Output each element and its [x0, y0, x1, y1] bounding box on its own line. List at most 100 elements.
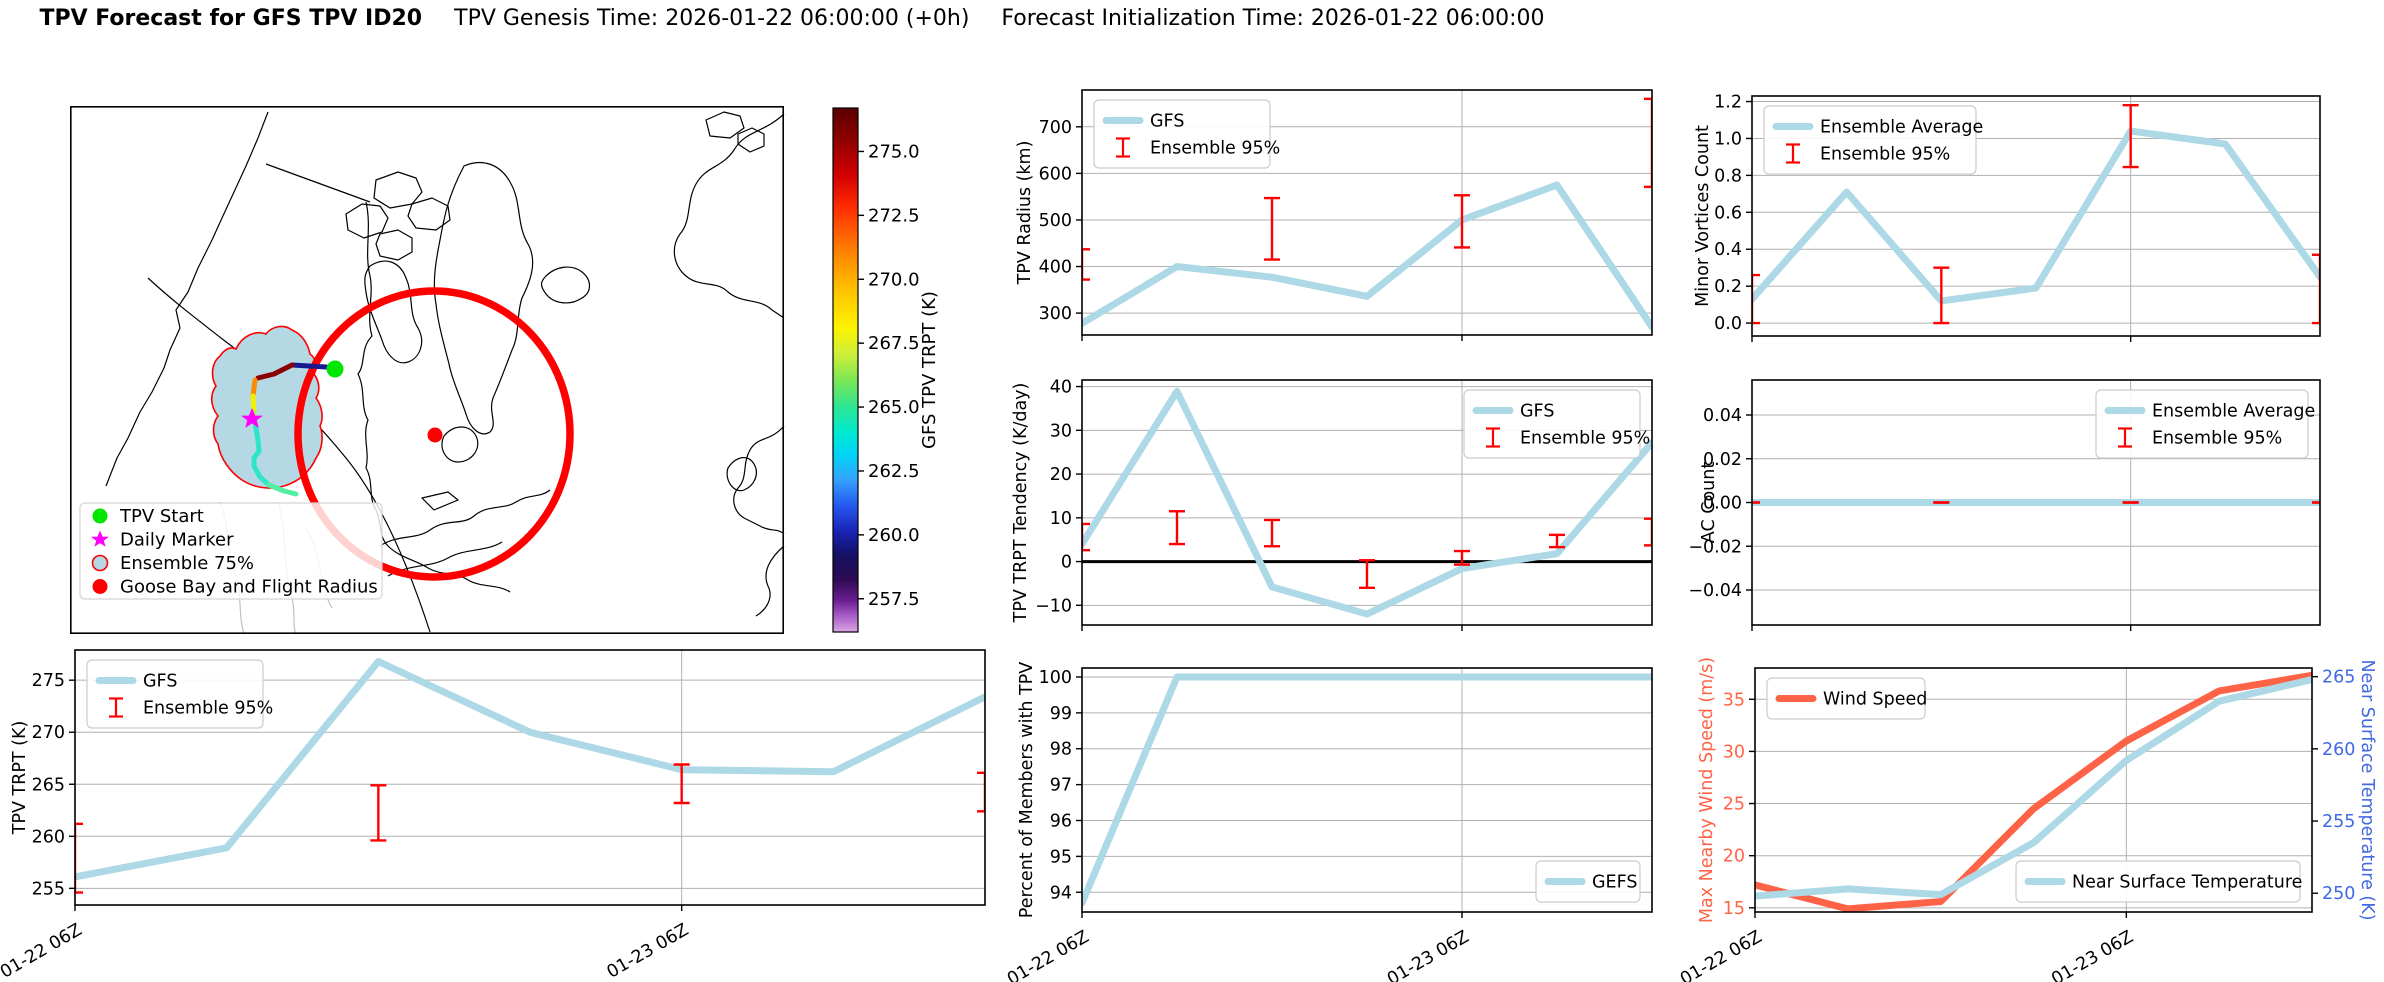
y-tick-label: 255 — [32, 879, 65, 899]
legend: Wind Speed — [1766, 677, 1927, 720]
y-tick-label: 97 — [1050, 776, 1072, 796]
y-tick-label: 700 — [1039, 118, 1072, 138]
map-legend-label: Goose Bay and Flight Radius — [120, 577, 378, 598]
errorbar — [1454, 194, 1470, 249]
y-tick-label: 0.0 — [1714, 314, 1742, 334]
errorbar — [75, 822, 83, 894]
legend-item-label: Ensemble 95% — [1520, 429, 1650, 449]
x-tick-label: 01-22 06Z — [1004, 927, 1093, 982]
map-legend-label: Ensemble 75% — [120, 553, 254, 574]
y-tick-label: 0.8 — [1714, 166, 1742, 186]
y-tick-label: 260 — [32, 827, 65, 847]
errorbar — [370, 784, 387, 842]
map-legend-label: TPV Start — [119, 506, 204, 527]
legend: Ensemble Average Ensemble 95% — [2095, 389, 2315, 459]
y-tick-label: −0.04 — [1688, 581, 1742, 601]
y-axis-label: Percent of Members with TPV — [1017, 662, 1037, 918]
legend-item-label: GFS — [1150, 112, 1184, 132]
errorbar — [1752, 273, 1760, 325]
y-tick-label: 100 — [1039, 668, 1072, 688]
y-tick-label: 20 — [1723, 847, 1745, 867]
y-tick-label: 96 — [1050, 812, 1072, 832]
legend-item-label: GFS — [1520, 402, 1554, 422]
legend: Near Surface Temperature — [2015, 860, 2302, 903]
right-y-axis-label: Near Surface Temperature (K) — [2357, 659, 2377, 920]
y-tick-label: 500 — [1039, 211, 1072, 231]
plot-frame — [1754, 667, 2313, 913]
y-tick-label: 95 — [1050, 847, 1072, 867]
right-y-tick-label: 265 — [2322, 668, 2355, 688]
colorbar-tick-label: 267.5 — [868, 333, 920, 354]
plot-frame — [1751, 95, 2321, 337]
series-ensemble-average — [1752, 127, 2320, 305]
y-tick-label: 300 — [1039, 304, 1072, 324]
init-time-label: Forecast Initialization Time: 2026-01-22… — [1001, 6, 1545, 31]
errorbar — [1933, 266, 1950, 325]
y-tick-label: 40 — [1050, 378, 1072, 398]
y-tick-label: 10 — [1050, 509, 1072, 529]
legend-item-label: Near Surface Temperature — [2072, 873, 2302, 893]
legend-item-label: Ensemble 95% — [143, 699, 273, 719]
right-y-tick-label: 250 — [2322, 884, 2355, 904]
y-axis-label: Minor Vortices Count — [1693, 125, 1713, 307]
flight-radius-circle — [294, 287, 574, 581]
y-axis-label: TPV TRPT (K) — [10, 721, 30, 836]
legend: GEFS — [1535, 860, 1641, 903]
y-tick-label: 600 — [1039, 164, 1072, 184]
legend-item-label: Ensemble 95% — [1820, 145, 1950, 165]
y-tick-label: 0.02 — [1703, 450, 1742, 470]
series-wind-speed — [1755, 671, 2312, 912]
series-gfs — [75, 657, 985, 881]
y-tick-label: 0.2 — [1714, 277, 1742, 297]
figure-title: TPV Forecast for GFS TPV ID20 TPV Genesis… — [39, 6, 1544, 31]
errorbar — [1454, 549, 1470, 566]
errorbar — [1169, 510, 1185, 546]
genesis-time-label: TPV Genesis Time: 2026-01-22 06:00:00 (+… — [454, 6, 970, 31]
colorbar-tick-label: 262.5 — [868, 461, 920, 482]
y-tick-label: 275 — [32, 671, 65, 691]
errorbar — [1549, 533, 1565, 549]
colorbar-tick-label: 275.0 — [868, 141, 920, 162]
errorbar — [1082, 522, 1090, 552]
legend-item-label: GEFS — [1592, 873, 1638, 893]
errorbar — [673, 763, 690, 805]
y-tick-label: 265 — [32, 775, 65, 795]
y-tick-label: 94 — [1050, 883, 1072, 903]
ensemble-75-region — [210, 325, 323, 489]
y-tick-label: 0.04 — [1703, 406, 1742, 426]
errorbar — [1264, 196, 1280, 261]
y-tick-label: 15 — [1723, 899, 1745, 919]
y-axis-label: AC Count — [1699, 462, 1719, 544]
legend-item-label: GFS — [143, 672, 177, 692]
y-tick-label: 0.4 — [1714, 240, 1742, 260]
x-tick-label: 01-23 06Z — [1384, 927, 1473, 982]
colorbar-tick-label: 272.5 — [868, 205, 920, 226]
y-axis-label: TPV Radius (km) — [1015, 141, 1035, 286]
errorbar — [1082, 248, 1090, 281]
legend: GFS Ensemble 95% — [1463, 389, 1650, 459]
series-near-surface-temperature — [1755, 676, 2312, 900]
plot-frame — [1081, 379, 1653, 626]
y-tick-label: 20 — [1050, 465, 1072, 485]
legend-item-label: Ensemble 95% — [1150, 139, 1280, 159]
errorbar — [1644, 97, 1652, 189]
plot-frame — [74, 649, 986, 906]
map-frame — [70, 106, 785, 635]
y-axis-label: Max Nearby Wind Speed (m/s) — [1697, 657, 1717, 923]
colorbar: 275.0 272.5 270.0 267.5 265.0 262.5 260.0 257.5… — [832, 107, 940, 633]
colorbar-tick-label: 260.0 — [868, 525, 920, 546]
colorbar-tick-label: 257.5 — [868, 589, 920, 610]
series-gfs — [1082, 387, 1652, 618]
y-tick-label: 98 — [1050, 740, 1072, 760]
x-tick-label: 01-23 06Z — [2048, 927, 2137, 982]
errorbar — [2312, 253, 2320, 325]
legend: Ensemble Average Ensemble 95% — [1763, 105, 1983, 175]
colorbar-gradient — [832, 107, 859, 633]
y-tick-label: 30 — [1050, 421, 1072, 441]
